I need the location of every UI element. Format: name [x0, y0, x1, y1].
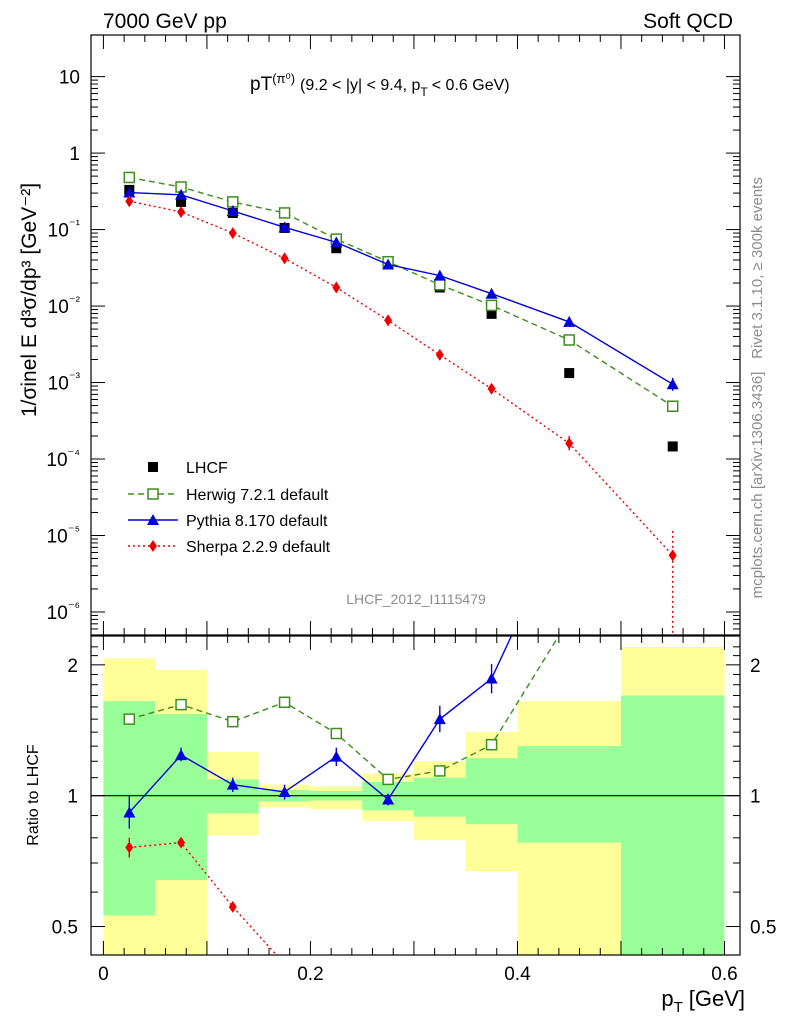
- data-point: [382, 258, 395, 270]
- upper-ytick-label: 10⁻²: [48, 293, 81, 318]
- data-point: [330, 236, 343, 248]
- series-line: [129, 200, 674, 556]
- data-point: [226, 204, 239, 216]
- watermark: LHCF_2012_I1115479: [346, 591, 486, 607]
- series-sherpa-2-2-9-default: [125, 195, 677, 562]
- data-point: [331, 243, 342, 254]
- lower-ylabel: Ratio to LHCF: [25, 744, 42, 846]
- data-point: [280, 252, 289, 265]
- legend-marker: [147, 488, 159, 500]
- upper-ytick-label: 10⁻⁴: [46, 446, 80, 471]
- data-point: [485, 287, 498, 299]
- data-point: [486, 308, 497, 319]
- data-point: [332, 281, 341, 294]
- ratio-point: [175, 698, 187, 711]
- lower-ytick-label-right: 2: [750, 656, 761, 677]
- data-point: [433, 269, 446, 281]
- lower-frame: [90, 635, 741, 956]
- band-1sigma: [155, 714, 207, 880]
- plot-title: pT(π⁰) (9.2 < |y| < 9.4, pT < 0.6 GeV): [250, 71, 510, 99]
- data-point: [384, 314, 393, 327]
- series-line: [129, 191, 674, 385]
- data-point: [228, 227, 237, 240]
- ratio-line: [129, 841, 278, 955]
- legend-label: Sherpa 2.2.9 default: [186, 539, 331, 556]
- ratio-point: [330, 727, 343, 740]
- header-left: 7000 GeV pp: [103, 10, 227, 33]
- upper-ytick-label: 10⁻⁵: [47, 522, 80, 547]
- data-point: [177, 205, 186, 218]
- upper-ytick-label: 10⁻⁶: [47, 599, 80, 624]
- xtick-label: 0.6: [711, 964, 737, 985]
- data-point: [563, 334, 575, 346]
- header-right: Soft QCD: [643, 10, 733, 33]
- ratio-herwig-7-2-1-default: [123, 636, 560, 786]
- legend-label: LHCF: [186, 460, 228, 477]
- band-1sigma: [465, 758, 518, 825]
- data-point: [278, 221, 291, 233]
- ratio-point: [382, 773, 394, 786]
- ratio-point: [123, 713, 136, 725]
- band-1sigma: [517, 746, 621, 843]
- rivet-label: Rivet 3.1.10, ≥ 300k events: [749, 177, 766, 359]
- band-1sigma: [413, 777, 466, 817]
- legend-marker: [149, 540, 157, 552]
- ratio-point: [278, 696, 291, 709]
- upper-ylabel: 1/σinel E d³σ/dp³ [GeV⁻²]: [18, 183, 41, 417]
- xtick-label: 0.2: [297, 964, 323, 985]
- data-point: [434, 278, 446, 291]
- lower-ytick-label-right: 0.5: [750, 918, 776, 939]
- data-point: [123, 171, 136, 184]
- legend: LHCF Herwig 7.2.1 default Pythia 8.170 def…: [128, 460, 331, 556]
- data-point: [563, 315, 576, 327]
- data-point: [564, 368, 575, 379]
- data-point: [666, 400, 679, 412]
- data-point: [125, 195, 134, 208]
- series-pythia-8-170-default: [123, 186, 679, 390]
- legend-marker: [147, 514, 159, 525]
- data-point: [278, 207, 291, 219]
- xtick-label: 0.4: [504, 964, 531, 985]
- ratio-point: [485, 738, 498, 751]
- upper-plot: 10 1 10⁻¹ 10⁻² 10⁻³ 10⁻⁴ 10⁻⁵ 10⁻⁶ pT(π⁰) (9.2 <…: [18, 34, 741, 636]
- data-point: [435, 348, 444, 361]
- lower-ytick-label: 0.5: [52, 918, 78, 939]
- legend-label: Pythia 8.170 default: [186, 513, 328, 530]
- data-point: [123, 186, 136, 198]
- lower-ytick-label: 1: [67, 787, 78, 808]
- ratio-point: [228, 900, 237, 913]
- mcplots-label: mcplots.cern.ch [arXiv:1306.3436]: [749, 372, 766, 599]
- ratio-point: [227, 715, 239, 728]
- upper-ytick-label: 10⁻¹: [48, 217, 81, 242]
- ratio-point: [281, 958, 289, 970]
- data-point: [175, 188, 188, 200]
- legend-label: Herwig 7.2.1 default: [186, 487, 329, 504]
- band-1sigma: [620, 695, 725, 955]
- upper-ytick-label: 1: [69, 144, 80, 165]
- data-point: [485, 299, 498, 312]
- lower-ytick-label: 2: [67, 656, 78, 677]
- upper-ytick-label: 10: [59, 68, 80, 89]
- ratio-point: [434, 765, 446, 777]
- series-herwig-7-2-1-default: [123, 171, 679, 412]
- upper-frame: [90, 34, 741, 636]
- legend-marker: [148, 462, 158, 472]
- data-point: [487, 382, 496, 395]
- data-point: [176, 196, 187, 207]
- data-point: [667, 441, 678, 452]
- series-line: [129, 176, 674, 407]
- lower-ytick-label-right: 1: [750, 787, 761, 808]
- ratio-point: [177, 836, 186, 849]
- xtick-label: 0: [98, 964, 109, 985]
- upper-ytick-label: 10⁻³: [48, 370, 81, 395]
- lower-plot: 0.5 0.5 1 1 2 2 0 0.2 0.4 0.6 Ratio to LHCF pT [Ge…: [25, 635, 776, 1016]
- data-point: [668, 549, 677, 562]
- series-lhcf: [124, 184, 678, 452]
- xlabel: pT [GeV]: [661, 986, 745, 1016]
